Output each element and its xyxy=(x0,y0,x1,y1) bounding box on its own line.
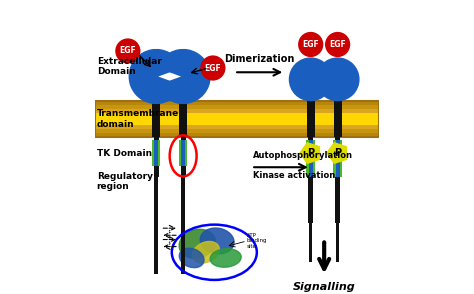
Ellipse shape xyxy=(200,228,234,254)
Ellipse shape xyxy=(179,229,216,258)
Text: Signalling: Signalling xyxy=(293,282,356,292)
Text: Regulatory
region: Regulatory region xyxy=(97,172,153,191)
Circle shape xyxy=(201,56,225,80)
Wedge shape xyxy=(158,50,210,103)
Bar xyxy=(307,101,315,138)
Text: EGF: EGF xyxy=(119,46,136,56)
Circle shape xyxy=(299,33,323,56)
Ellipse shape xyxy=(192,241,219,263)
Text: EGF: EGF xyxy=(329,40,346,49)
Ellipse shape xyxy=(210,249,241,267)
Bar xyxy=(95,101,379,138)
Bar xyxy=(333,140,342,177)
Bar xyxy=(95,133,379,138)
Bar xyxy=(334,101,342,138)
Bar xyxy=(308,101,313,223)
Text: Transmembrane
domain: Transmembrane domain xyxy=(97,109,179,129)
Text: Autophosphorylation: Autophosphorylation xyxy=(253,151,353,160)
Bar xyxy=(335,101,340,223)
Bar xyxy=(336,177,339,262)
Text: Extracellular
Domain: Extracellular Domain xyxy=(97,57,162,76)
Bar xyxy=(95,108,379,113)
Bar xyxy=(179,101,187,138)
Bar xyxy=(181,166,185,273)
Bar xyxy=(307,140,315,177)
Circle shape xyxy=(316,58,359,101)
Bar xyxy=(309,140,313,177)
Bar xyxy=(181,101,186,177)
Text: Kinase activation: Kinase activation xyxy=(253,171,335,181)
Wedge shape xyxy=(129,50,182,103)
Bar xyxy=(95,100,379,105)
Bar xyxy=(95,113,379,117)
Text: P: P xyxy=(307,148,314,158)
Circle shape xyxy=(290,58,332,101)
Text: EGF: EGF xyxy=(204,64,221,73)
Bar xyxy=(309,177,312,262)
Bar xyxy=(95,125,379,129)
Bar xyxy=(336,140,340,177)
Bar xyxy=(181,140,185,166)
Text: P: P xyxy=(334,148,341,158)
Bar xyxy=(152,140,161,166)
Bar xyxy=(179,140,187,166)
Bar xyxy=(95,117,379,121)
Circle shape xyxy=(326,33,349,56)
Bar xyxy=(95,104,379,109)
Bar xyxy=(154,101,159,177)
Bar xyxy=(152,101,160,138)
Ellipse shape xyxy=(179,248,204,268)
Text: EGF: EGF xyxy=(302,40,319,49)
Circle shape xyxy=(116,39,140,63)
Bar xyxy=(95,121,379,125)
Text: ATP
binding
site: ATP binding site xyxy=(247,233,267,249)
Bar xyxy=(154,166,158,273)
Bar xyxy=(154,140,158,166)
Text: Dimerization: Dimerization xyxy=(225,54,295,64)
Bar xyxy=(95,129,379,133)
Text: TK Domain: TK Domain xyxy=(97,148,152,158)
